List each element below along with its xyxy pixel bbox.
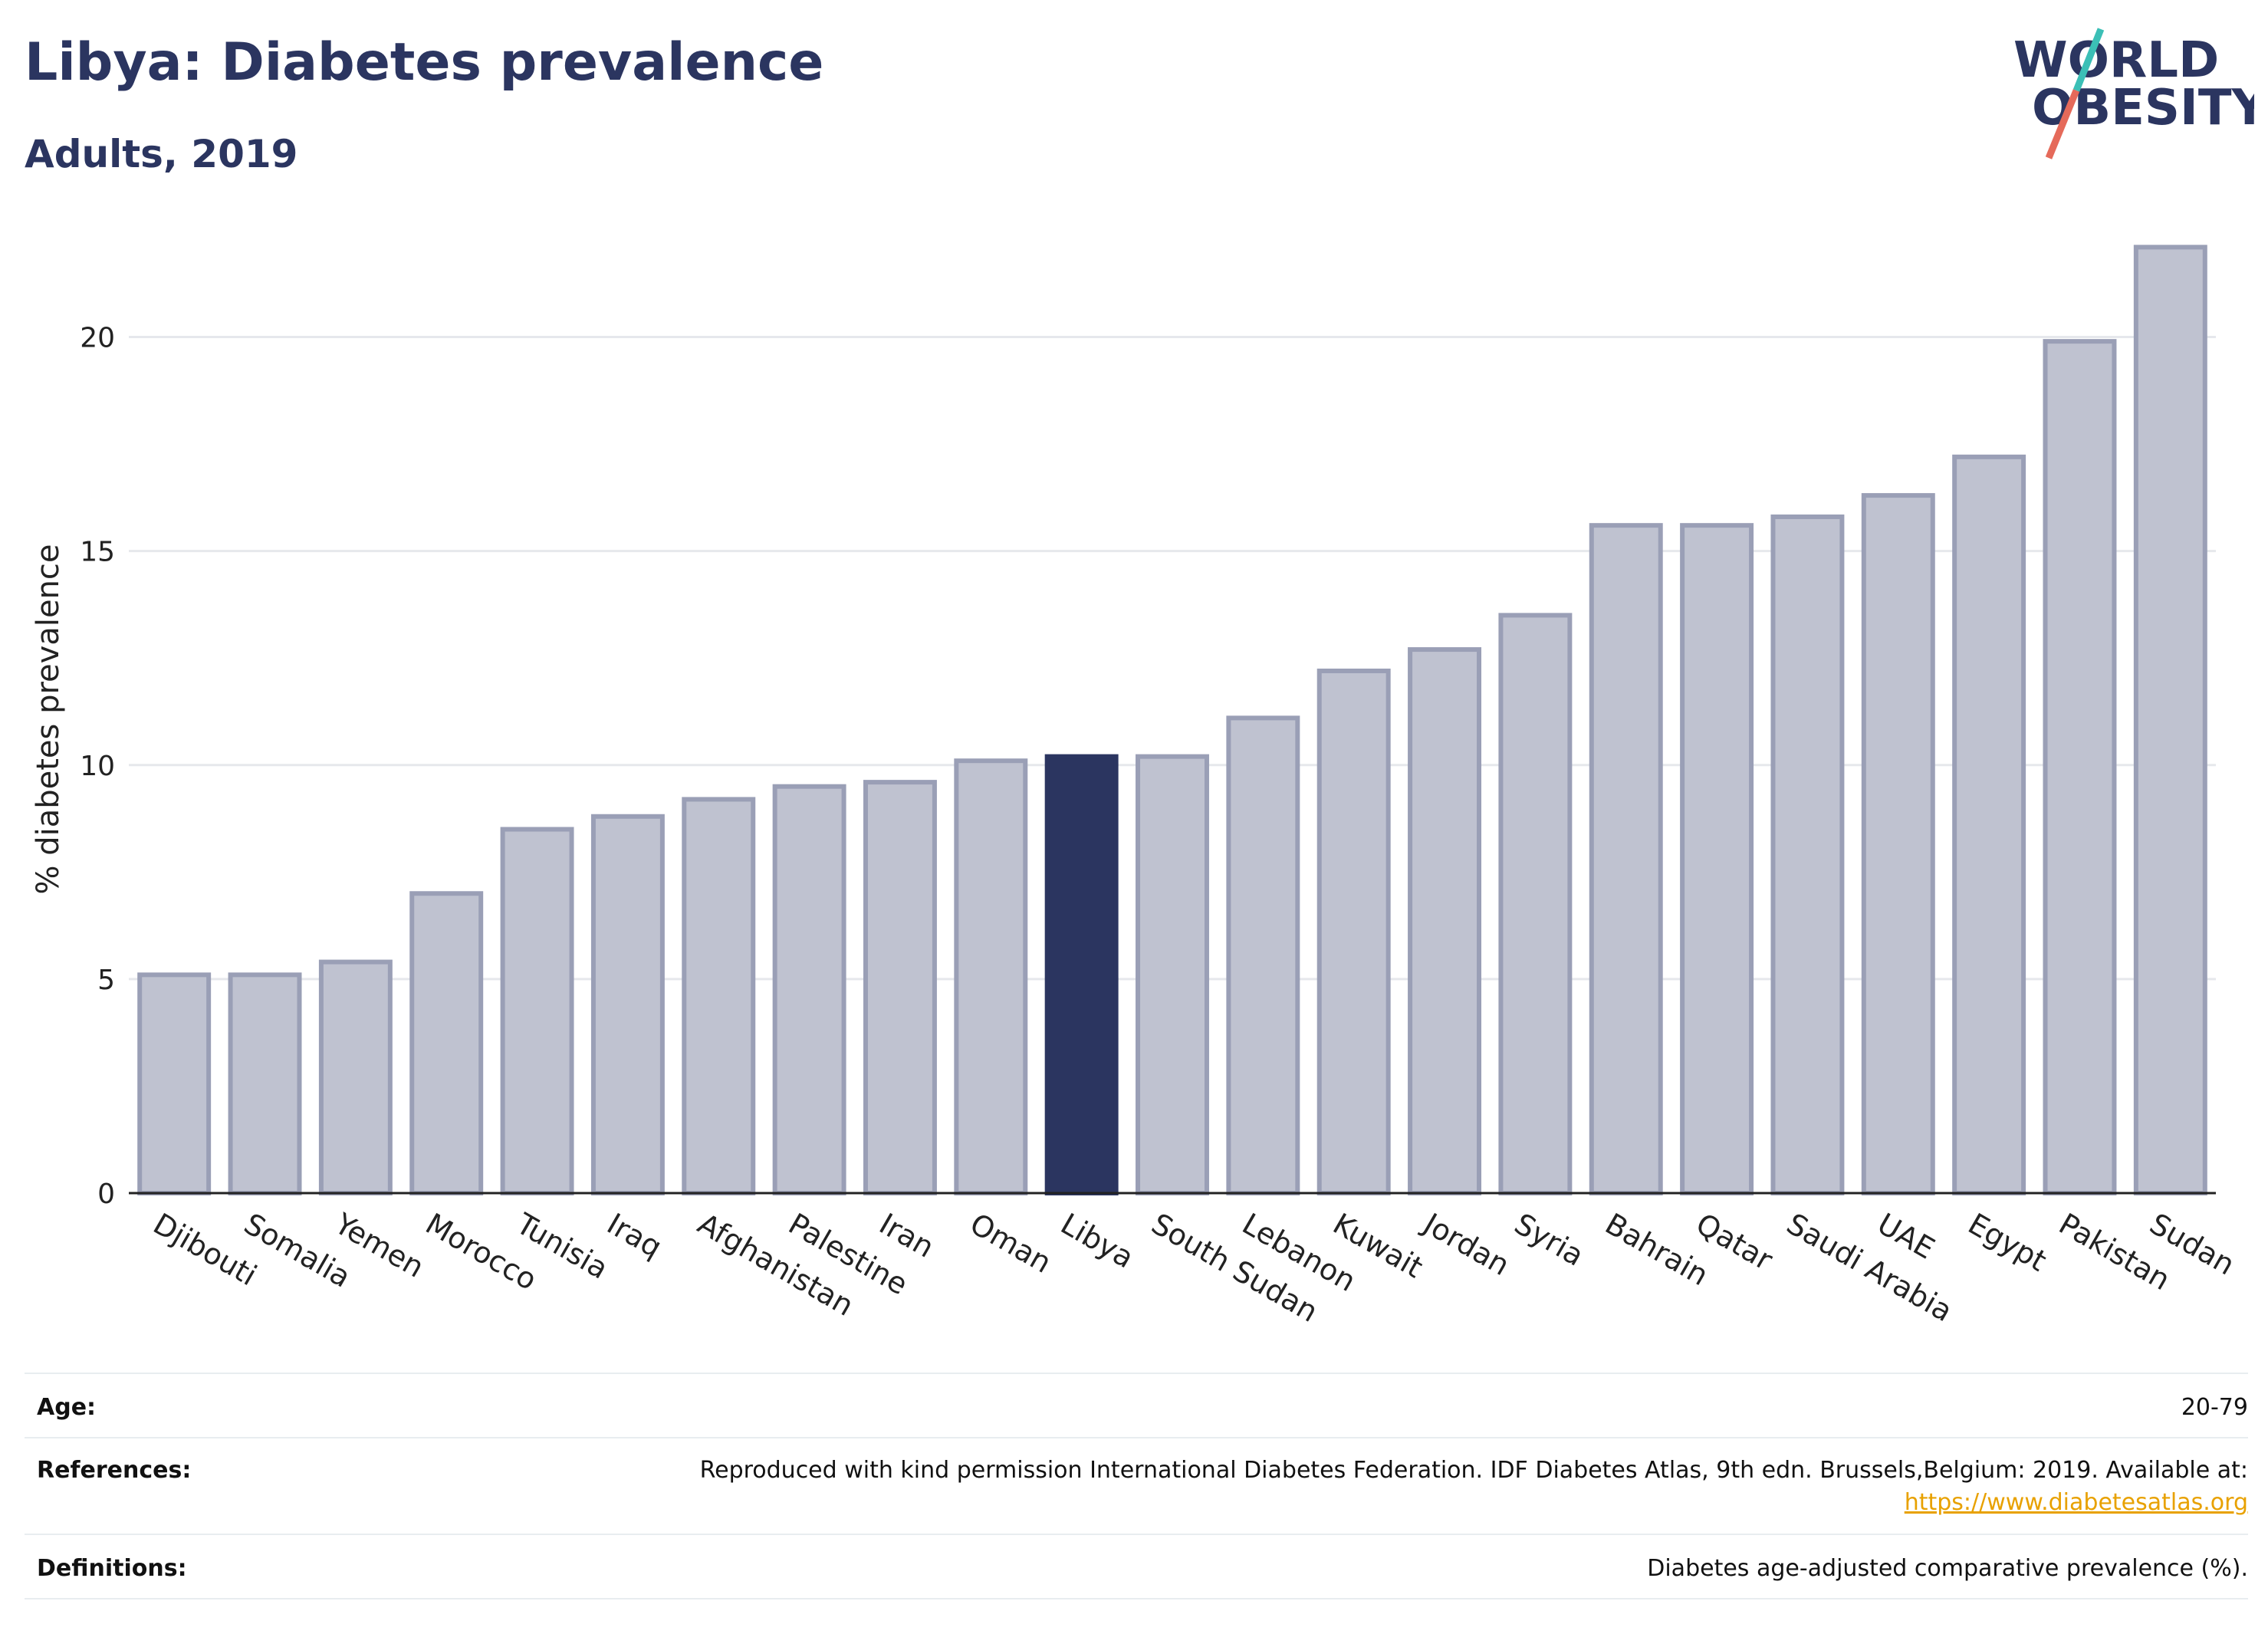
bar-yemen <box>318 959 393 1196</box>
meta-row-references: References: Reproduced with kind permiss… <box>25 1437 2248 1535</box>
chart-subtitle: Adults, 2019 <box>25 132 298 176</box>
bar-egypt <box>1952 454 2026 1195</box>
bar-lebanon <box>1226 715 1300 1195</box>
y-axis-label: % diabetes prevalence <box>31 544 66 894</box>
logo-slash-top <box>2072 28 2105 92</box>
bar-iran <box>863 780 937 1195</box>
y-tick-label: 20 <box>80 323 115 354</box>
x-tick-label: Libya <box>1055 1207 1139 1275</box>
x-tick-label: Oman <box>965 1207 1057 1280</box>
bar-saudi-arabia <box>1770 515 1845 1195</box>
bar-somalia <box>228 972 302 1195</box>
bar-morocco <box>409 891 484 1195</box>
x-tick-label: Jordan <box>1417 1206 1515 1283</box>
age-value: 20-79 <box>2181 1394 2248 1421</box>
bar-palestine <box>772 784 846 1195</box>
references-link[interactable]: https://www.diabetesatlas.org <box>1904 1489 2248 1516</box>
bar-kuwait <box>1316 668 1391 1195</box>
references-label: References: <box>37 1457 192 1484</box>
bar-djibouti <box>137 972 212 1195</box>
chart-title: Libya: Diabetes prevalence <box>25 32 824 93</box>
bar-libya <box>1044 754 1119 1195</box>
y-tick-label: 10 <box>80 751 115 782</box>
references-value: Reproduced with kind permission Internat… <box>699 1457 2248 1484</box>
meta-bottom-rule <box>25 1598 2248 1599</box>
bar-jordan <box>1408 647 1482 1195</box>
bar-qatar <box>1680 523 1754 1195</box>
definitions-value: Diabetes age-adjusted comparative preval… <box>1647 1555 2248 1582</box>
bar-syria <box>1498 613 1573 1195</box>
x-tick-label: Bahrain <box>1599 1207 1714 1293</box>
world-obesity-logo: WORLD OBESITY <box>2013 28 2254 159</box>
bar-pakistan <box>2043 339 2117 1195</box>
bar-tunisia <box>500 827 574 1195</box>
x-tick-label: Egypt <box>1963 1207 2053 1278</box>
x-tick-label: Saudi Arabia <box>1781 1207 1958 1329</box>
x-tick-label: Djibouti <box>148 1207 263 1293</box>
meta-row-age: Age: 20-79 <box>25 1373 2248 1438</box>
logo-slash-bottom <box>2045 89 2080 159</box>
y-tick-label: 5 <box>97 965 115 996</box>
meta-row-definitions: Definitions: Diabetes age-adjusted compa… <box>25 1534 2248 1599</box>
bar-sudan <box>2133 245 2207 1196</box>
bar-south-sudan <box>1136 754 1209 1195</box>
y-tick-label: 0 <box>97 1179 115 1210</box>
x-tick-label: Syria <box>1509 1207 1589 1273</box>
definitions-label: Definitions: <box>37 1555 187 1582</box>
bar-oman <box>954 758 1028 1195</box>
age-label: Age: <box>37 1394 97 1421</box>
bar-bahrain <box>1589 523 1663 1195</box>
bar-uae <box>1861 493 1935 1195</box>
bar-afghanistan <box>682 797 756 1195</box>
bar-iraq <box>590 814 665 1195</box>
y-tick-label: 15 <box>80 537 115 568</box>
logo-line1: WORLD <box>2013 32 2219 89</box>
